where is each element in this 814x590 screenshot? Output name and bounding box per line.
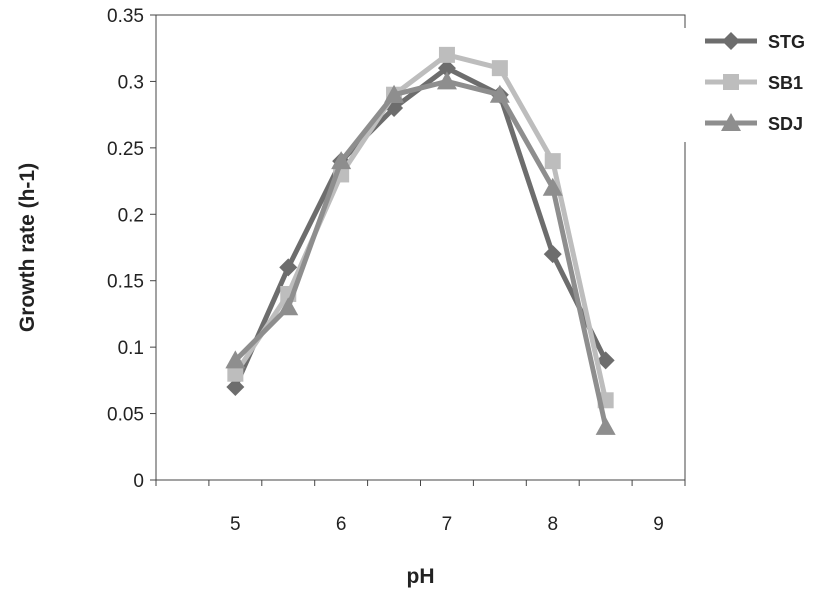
- y-tick-label: 0.2: [118, 205, 144, 226]
- series-line-sdj: [233, 78, 609, 428]
- plot-frame: [155, 14, 686, 481]
- data-point-sdj: [595, 416, 616, 435]
- legend-label-sdj: SDJ: [768, 114, 803, 134]
- y-tick-label: 0.35: [107, 6, 144, 27]
- legend-item-stg: STG: [705, 32, 805, 52]
- y-tick-label: 0.25: [107, 139, 144, 160]
- x-tick-label: 6: [336, 514, 347, 535]
- data-point-sdj: [489, 84, 510, 103]
- data-point-sb1: [491, 60, 508, 77]
- legend-item-sb1: SB1: [705, 73, 803, 93]
- y-tick-label: 0.05: [107, 405, 144, 426]
- series-sdj: [225, 71, 616, 435]
- data-point-sdj: [278, 297, 299, 316]
- data-point-sdj: [542, 177, 563, 196]
- x-tick-label: 8: [547, 514, 558, 535]
- legend-marker-sb1: [723, 74, 739, 90]
- data-point-sdj: [384, 84, 405, 103]
- legend-marker-sdj: [721, 113, 741, 131]
- y-axis-title: Growth rate (h-1): [16, 163, 39, 332]
- data-point-sdj: [331, 151, 352, 170]
- data-point-stg: [543, 245, 562, 264]
- data-point-stg: [226, 378, 245, 396]
- series-line-sb1: [233, 52, 609, 401]
- legend: STG SB1 SDJ: [680, 28, 814, 142]
- y-tick-label: 0.3: [118, 72, 144, 93]
- legend-label-stg: STG: [768, 32, 805, 52]
- legend-item-sdj: SDJ: [705, 113, 803, 134]
- plot-area: [155, 14, 686, 481]
- series-line-stg: [233, 65, 608, 389]
- data-point-stg: [596, 351, 615, 370]
- y-tick-label: 0.1: [118, 338, 144, 359]
- y-tick-label: 0: [133, 471, 144, 492]
- series-stg: [226, 59, 615, 396]
- data-point-sdj: [225, 350, 246, 369]
- data-point-stg: [437, 59, 456, 78]
- y-tick-label: 0.15: [107, 272, 144, 293]
- legend-label-sb1: SB1: [768, 73, 803, 93]
- data-point-sb1: [227, 365, 244, 382]
- y-axis: 0 0.05 0.1 0.15 0.2 0.25 0.3 0.35: [107, 6, 156, 492]
- data-point-sb1: [438, 46, 455, 63]
- data-point-stg: [279, 258, 298, 277]
- x-tick-label: 9: [653, 514, 664, 535]
- x-axis-title: pH: [407, 565, 435, 588]
- data-point-sb1: [544, 153, 561, 170]
- x-tick-label: 7: [442, 514, 453, 535]
- data-point-sdj: [436, 71, 457, 90]
- x-tick-label: 5: [230, 514, 241, 535]
- legend-marker-stg: [722, 32, 740, 50]
- series-layer: [225, 46, 616, 435]
- x-axis: 5 6 7 8 9: [155, 480, 686, 535]
- series-sb1: [227, 46, 614, 409]
